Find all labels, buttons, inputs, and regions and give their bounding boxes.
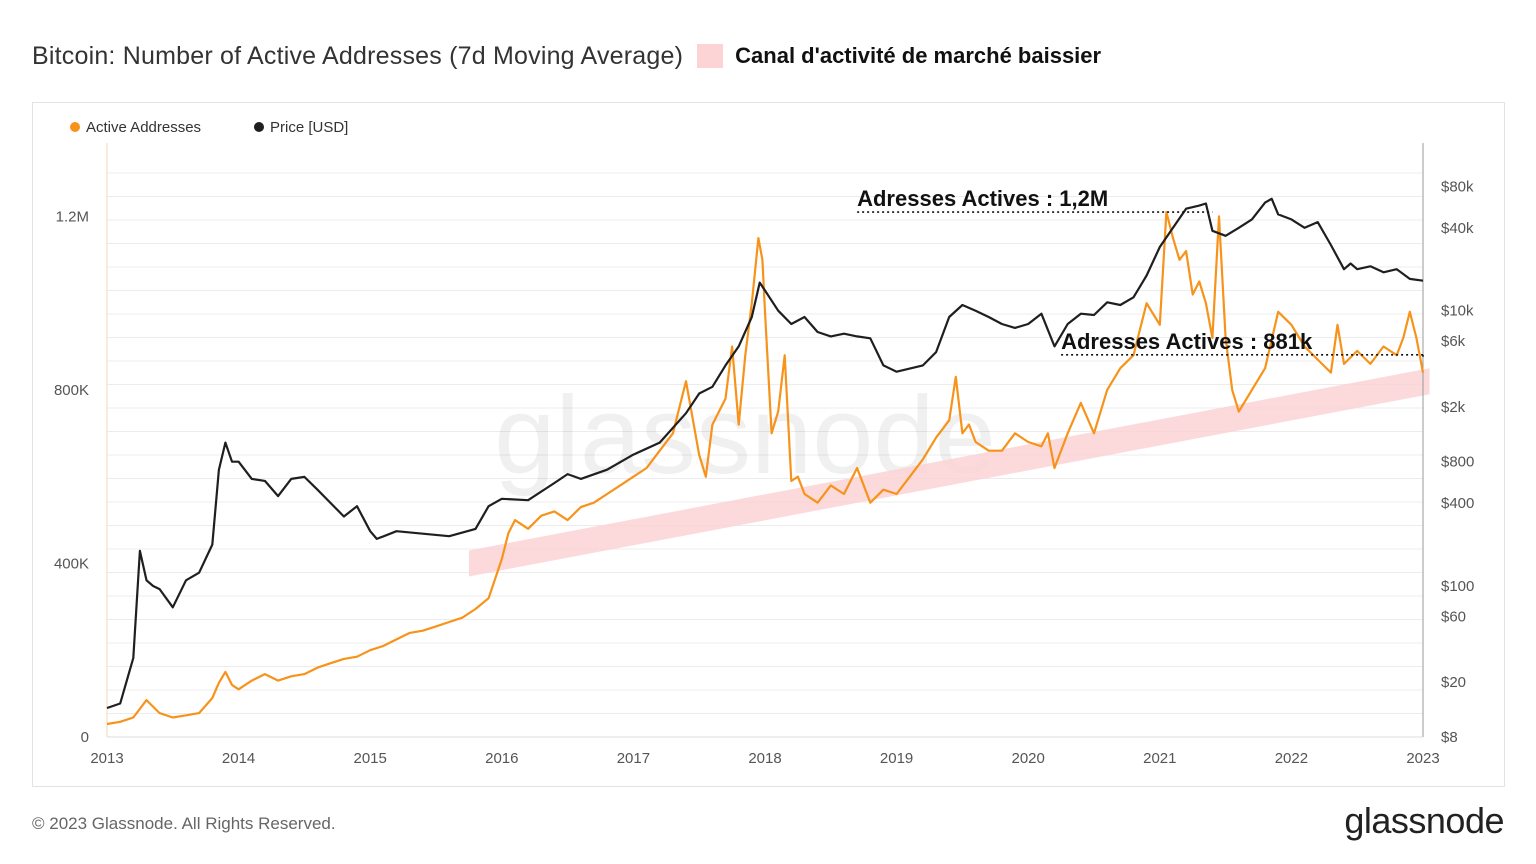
x-tick-label: 2017 (617, 750, 650, 767)
y-right-tick-label: $40k (1441, 220, 1474, 237)
legend-label-price: Price [USD] (270, 119, 348, 136)
x-tick-label: 2014 (222, 750, 255, 767)
y-right-tick-label: $800 (1441, 454, 1474, 471)
price-line (106, 197, 1424, 710)
y-right-tick-label: $6k (1441, 333, 1466, 350)
chart-title: Bitcoin: Number of Active Addresses (7d … (32, 41, 684, 70)
y-right-tick-label: $8 (1441, 729, 1458, 746)
chart-panel: glassnode Adresses Actives : 1,2M Adresses… (32, 102, 1505, 787)
x-tick-label: 2021 (1143, 750, 1176, 767)
channel-legend-swatch (697, 44, 724, 68)
y-right-tick-label: $400 (1441, 495, 1474, 512)
legend-label-active: Active Addresses (86, 119, 201, 136)
annotation-label: Adresses Actives : 881k (1061, 329, 1313, 354)
legend-marker-price (254, 122, 264, 132)
x-tick-label: 2022 (1275, 750, 1308, 767)
y-right-tick-label: $100 (1441, 578, 1474, 595)
y-right-tick-label: $60 (1441, 609, 1466, 626)
y-left-tick-label: 400K (54, 555, 89, 572)
title-row: Bitcoin: Number of Active Addresses (7d … (32, 38, 1101, 74)
x-tick-label: 2019 (880, 750, 913, 767)
y-right-tick-label: $20 (1441, 674, 1466, 691)
y-right-tick-label: $10k (1441, 303, 1474, 320)
x-tick-label: 2013 (90, 750, 123, 767)
y-left-tick-label: 0 (81, 729, 89, 746)
x-tick-label: 2016 (485, 750, 518, 767)
channel-legend-label: Canal d'activité de marché baissier (735, 43, 1102, 68)
legend-marker-active (70, 122, 80, 132)
copyright-text: © 2023 Glassnode. All Rights Reserved. (32, 814, 336, 833)
annotation-label: Adresses Actives : 1,2M (857, 186, 1108, 211)
x-tick-label: 2020 (1012, 750, 1045, 767)
y-left-tick-label: 1.2M (56, 208, 89, 225)
y-right-tick-label: $80k (1441, 178, 1474, 195)
y-left-tick-label: 800K (54, 382, 89, 399)
x-tick-label: 2023 (1406, 750, 1439, 767)
glassnode-logo: glassnode (1344, 800, 1504, 841)
x-tick-label: 2018 (748, 750, 781, 767)
y-right-tick-label: $2k (1441, 399, 1466, 416)
active-addresses-line (106, 210, 1425, 726)
bear-market-channel (468, 368, 1430, 577)
x-tick-label: 2015 (354, 750, 387, 767)
